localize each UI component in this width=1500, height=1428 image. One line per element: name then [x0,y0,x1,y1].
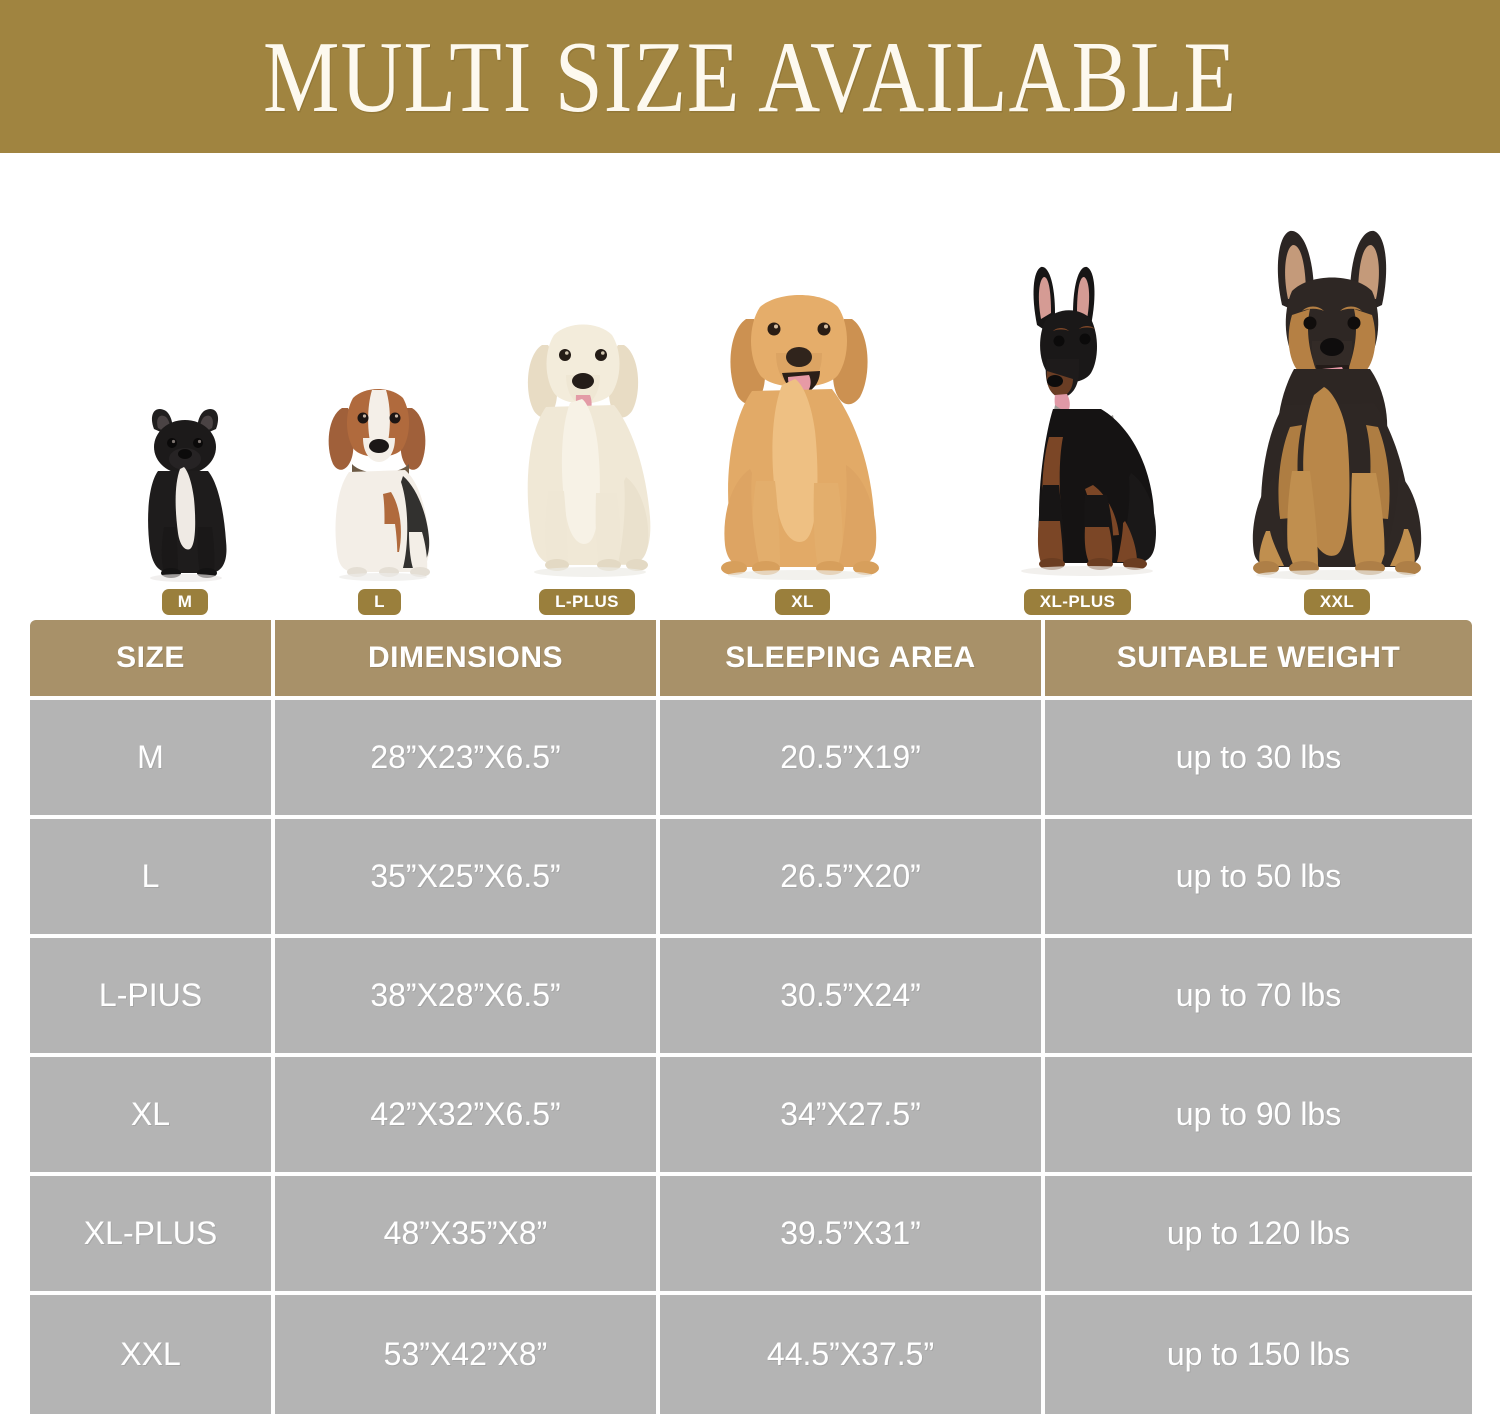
cell-dimensions: 48”X35”X8” [275,1176,660,1295]
cell-suitable-weight: up to 50 lbs [1045,819,1472,938]
cell-dimensions: 38”X28”X6.5” [275,938,660,1057]
cell-size: L [30,819,275,938]
size-pill-l-plus: L-PLUS [539,589,635,615]
cell-size: L-PIUS [30,938,275,1057]
dog-slot-xl: XL [690,279,915,615]
table-row: XL-PLUS 48”X35”X8” 39.5”X31” up to 120 l… [30,1176,1472,1295]
column-header-sleeping-area: SLEEPING AREA [660,620,1045,700]
cell-size: XL [30,1057,275,1176]
cell-sleeping-area: 44.5”X37.5” [660,1295,1045,1414]
size-chart-table: SIZE DIMENSIONS SLEEPING AREA SUITABLE W… [30,620,1472,1414]
cell-sleeping-area: 39.5”X31” [660,1176,1045,1295]
cell-size: XL-PLUS [30,1176,275,1295]
cell-suitable-weight: up to 150 lbs [1045,1295,1472,1414]
dog-icon-l [305,372,455,584]
column-header-size: SIZE [30,620,275,700]
cell-sleeping-area: 34”X27.5” [660,1057,1045,1176]
cell-suitable-weight: up to 90 lbs [1045,1057,1472,1176]
size-pill-xl: XL [775,589,830,615]
cell-suitable-weight: up to 120 lbs [1045,1176,1472,1295]
table-row: M 28”X23”X6.5” 20.5”X19” up to 30 lbs [30,700,1472,819]
page-title: MULTI SIZE AVAILABLE [262,19,1238,134]
cell-sleeping-area: 26.5”X20” [660,819,1045,938]
dog-icon-m [120,399,250,584]
table-row: L-PIUS 38”X28”X6.5” 30.5”X24” up to 70 l… [30,938,1472,1057]
size-pill-xl-plus: XL-PLUS [1023,589,1132,615]
dog-slot-xxl: XXL [1222,219,1452,615]
dog-slot-m: M [105,399,265,615]
cell-dimensions: 42”X32”X6.5” [275,1057,660,1176]
cell-dimensions: 35”X25”X6.5” [275,819,660,938]
size-pill-xxl: XXL [1303,589,1371,615]
column-header-dimensions: DIMENSIONS [275,620,660,700]
dog-size-lineup: M [0,153,1500,615]
cell-sleeping-area: 20.5”X19” [660,700,1045,819]
column-header-suitable-weight: SUITABLE WEIGHT [1045,620,1472,700]
cell-size: M [30,700,275,819]
cell-suitable-weight: up to 30 lbs [1045,700,1472,819]
cell-dimensions: 53”X42”X8” [275,1295,660,1414]
cell-suitable-weight: up to 70 lbs [1045,938,1472,1057]
table-header-row: SIZE DIMENSIONS SLEEPING AREA SUITABLE W… [30,620,1472,700]
cell-size: XXL [30,1295,275,1414]
size-chart-table-wrap: SIZE DIMENSIONS SLEEPING AREA SUITABLE W… [30,620,1472,1414]
dog-icon-xl-plus [975,259,1180,584]
size-pill-m: M [161,589,209,615]
dog-slot-xl-plus: XL-PLUS [965,259,1190,615]
size-pill-l: L [358,589,401,615]
dog-icon-xxl [1230,219,1445,584]
dog-icon-xl [700,279,905,584]
table-row: XXL 53”X42”X8” 44.5”X37.5” up to 150 lbs [30,1295,1472,1414]
cell-sleeping-area: 30.5”X24” [660,938,1045,1057]
cell-dimensions: 28”X23”X6.5” [275,700,660,819]
dog-icon-l-plus [500,311,675,584]
dog-slot-l: L [292,372,467,615]
table-row: XL 42”X32”X6.5” 34”X27.5” up to 90 lbs [30,1057,1472,1176]
header-banner: MULTI SIZE AVAILABLE [0,0,1500,153]
dog-slot-l-plus: L-PLUS [487,311,687,615]
table-row: L 35”X25”X6.5” 26.5”X20” up to 50 lbs [30,819,1472,938]
